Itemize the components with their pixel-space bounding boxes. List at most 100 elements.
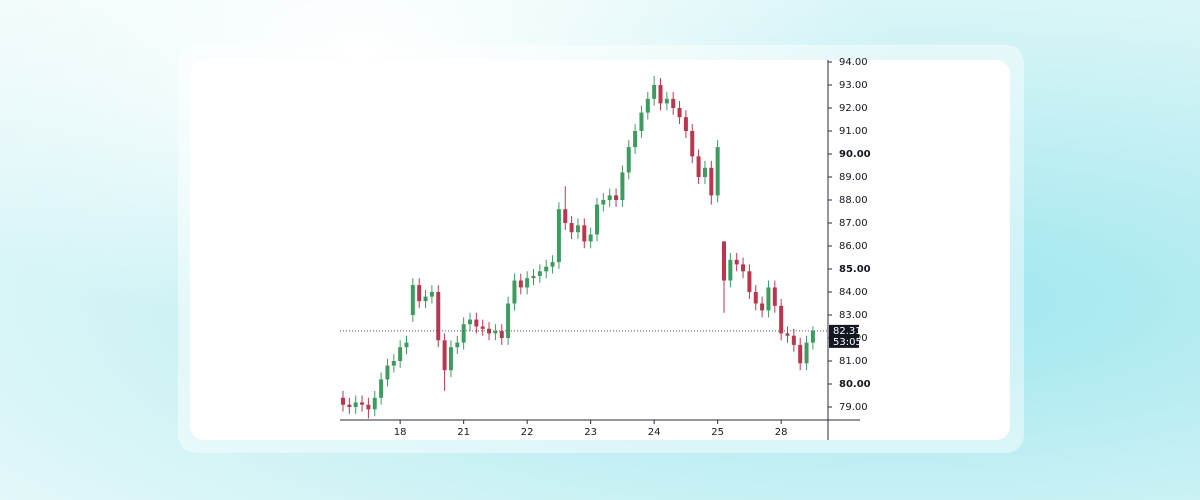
candle-body (410, 285, 415, 315)
y-tick-label: 85.00 (839, 264, 871, 275)
candle-body (588, 234, 593, 242)
candle-body (734, 259, 739, 265)
candle-body (391, 361, 396, 366)
candle-body (810, 330, 815, 343)
candle-body (398, 347, 403, 361)
candle-body (537, 271, 542, 276)
candle-body (709, 167, 714, 196)
candle-body (493, 331, 498, 334)
candle-body (512, 280, 517, 304)
candle-body (766, 287, 771, 311)
candle-body (499, 331, 504, 338)
candle-body (423, 296, 428, 302)
candle-body (798, 344, 803, 364)
candle-body (429, 292, 434, 297)
y-tick-label: 94.00 (839, 57, 868, 68)
candle-body (658, 85, 663, 104)
candle-body (772, 287, 777, 306)
candle-body (353, 402, 358, 407)
candle-body (525, 278, 530, 288)
y-tick-label: 79.00 (839, 402, 868, 413)
candle-body (372, 397, 377, 410)
candle-body (455, 342, 460, 348)
candle-body (550, 262, 555, 267)
candle-body (448, 347, 453, 371)
x-tick-label: 22 (521, 427, 534, 438)
candle-body (785, 333, 790, 336)
candle-body (341, 397, 345, 405)
candle-body (671, 98, 676, 108)
candle-body (575, 225, 580, 233)
candle-body (582, 225, 587, 242)
x-tick-label: 25 (711, 427, 724, 438)
candle-body (531, 275, 536, 279)
x-tick-label: 21 (457, 427, 470, 438)
candle-body (626, 147, 631, 173)
candle-body (677, 108, 682, 118)
y-tick-label: 86.00 (839, 241, 868, 252)
candle-body (518, 280, 523, 288)
candle-body (569, 223, 574, 233)
candle-body (442, 340, 447, 371)
candle-body (607, 195, 612, 200)
candle-body (436, 292, 441, 341)
candle-body (595, 204, 599, 235)
candle-body (556, 209, 561, 263)
candle-body (690, 131, 695, 157)
candle-body (614, 195, 619, 200)
x-tick-label: 23 (584, 427, 597, 438)
y-tick-label: 92.00 (839, 103, 868, 114)
candle-body (747, 271, 752, 292)
candle-body (715, 147, 720, 196)
candle-body (652, 85, 657, 99)
candle-body (620, 172, 625, 200)
candle-body (633, 131, 638, 148)
y-tick-label: 84.00 (839, 287, 868, 298)
y-tick-label: 89.00 (839, 172, 868, 183)
candle-body (696, 156, 701, 177)
candle-body (506, 303, 511, 338)
candle-body (468, 319, 472, 325)
y-tick-label: 88.00 (839, 195, 868, 206)
candle-body (791, 335, 796, 345)
last-price-label: 82.31 (833, 326, 862, 337)
candle-body (601, 200, 606, 205)
y-tick-label: 90.00 (839, 149, 871, 160)
countdown-label: 53:05 (833, 337, 862, 348)
y-tick-label: 91.00 (839, 126, 868, 137)
candle-body (487, 328, 492, 334)
y-tick-label: 87.00 (839, 218, 868, 229)
candle-body (702, 167, 707, 177)
x-tick-label: 24 (648, 427, 661, 438)
y-tick-label: 83.00 (839, 310, 868, 321)
candle-body (379, 379, 384, 398)
candle-body (779, 305, 784, 334)
candle-body (722, 241, 726, 281)
candle-body (461, 324, 466, 343)
candle-body (741, 264, 746, 272)
candle-body (639, 112, 644, 131)
y-tick-label: 93.00 (839, 80, 868, 91)
candle-body (360, 402, 365, 405)
candle-body (544, 266, 549, 272)
x-tick-label: 28 (775, 427, 788, 438)
card (190, 60, 1010, 440)
candle-body (804, 342, 809, 364)
y-tick-label: 80.00 (839, 379, 871, 390)
candle-body (480, 326, 485, 329)
candle-body (474, 319, 479, 327)
candle-body (366, 404, 371, 410)
candle-body (404, 342, 409, 348)
x-tick-label: 18 (394, 427, 407, 438)
candle-body (347, 404, 352, 407)
candle-body (664, 98, 669, 104)
candle-body (760, 303, 765, 311)
candle-body (417, 285, 422, 302)
candle-body (728, 259, 733, 281)
candle-body (645, 98, 650, 113)
candle-body (753, 292, 758, 304)
y-tick-label: 81.00 (839, 356, 868, 367)
last-price-box (829, 324, 859, 348)
candle-body (563, 209, 568, 223)
